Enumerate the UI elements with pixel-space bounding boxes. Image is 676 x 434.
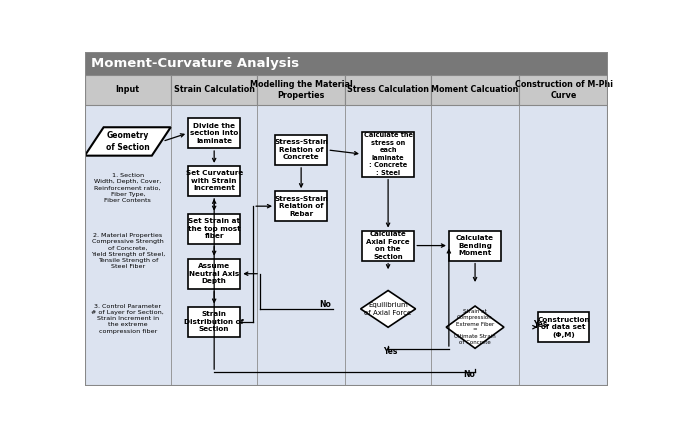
FancyBboxPatch shape	[362, 132, 414, 177]
FancyBboxPatch shape	[188, 259, 241, 289]
Text: Calculate
Axial Force
on the
Section: Calculate Axial Force on the Section	[366, 231, 410, 260]
Text: Moment Calcuation: Moment Calcuation	[431, 85, 518, 94]
FancyBboxPatch shape	[258, 105, 345, 386]
FancyBboxPatch shape	[275, 191, 327, 221]
FancyBboxPatch shape	[431, 75, 518, 105]
Text: Strain
Distribution of
Section: Strain Distribution of Section	[185, 311, 244, 332]
FancyBboxPatch shape	[258, 75, 345, 105]
FancyBboxPatch shape	[84, 75, 171, 105]
Text: Yes: Yes	[383, 347, 397, 356]
Text: Set Curvature
with Strain
Increment: Set Curvature with Strain Increment	[185, 171, 243, 191]
Polygon shape	[446, 306, 504, 349]
Text: Geometry
of Section: Geometry of Section	[106, 132, 149, 151]
FancyBboxPatch shape	[188, 214, 241, 244]
Text: No: No	[319, 300, 331, 309]
FancyBboxPatch shape	[84, 52, 608, 75]
FancyBboxPatch shape	[171, 75, 258, 105]
Text: Input: Input	[116, 85, 140, 94]
FancyBboxPatch shape	[362, 230, 414, 260]
Text: No: No	[463, 370, 475, 379]
Text: 1. Section
Width, Depth, Cover,
Reinforcement ratio,
 Fiber Type,
Fiber Contents: 1. Section Width, Depth, Cover, Reinforc…	[94, 173, 162, 203]
Text: Calculate the
stress on
each
laminate
: Concrete
: Steel: Calculate the stress on each laminate : …	[364, 132, 412, 176]
FancyBboxPatch shape	[345, 105, 431, 386]
Text: Assume
Neutral Axis
Depth: Assume Neutral Axis Depth	[189, 263, 239, 284]
FancyBboxPatch shape	[84, 105, 171, 386]
FancyBboxPatch shape	[171, 105, 258, 386]
Text: Stress-Strain
Relation of
Rebar: Stress-Strain Relation of Rebar	[274, 196, 328, 217]
Text: Divide the
section into
laminate: Divide the section into laminate	[190, 122, 239, 144]
Text: Moment-Curvature Analysis: Moment-Curvature Analysis	[91, 57, 299, 70]
Text: Stress-Strain
Relation of
Concrete: Stress-Strain Relation of Concrete	[274, 139, 328, 161]
Text: Strain at
Compression
Extreme Fiber
=
Ultimate Strain
of Concrete: Strain at Compression Extreme Fiber = Ul…	[454, 309, 496, 345]
FancyBboxPatch shape	[188, 306, 241, 337]
Text: Calculate
Bending
Moment: Calculate Bending Moment	[456, 235, 494, 256]
Text: 2. Material Properties
Compressive Strength
of Concrete,
Yield Strength of Steel: 2. Material Properties Compressive Stren…	[91, 233, 165, 269]
FancyBboxPatch shape	[518, 105, 608, 386]
FancyBboxPatch shape	[188, 166, 241, 196]
FancyBboxPatch shape	[449, 230, 502, 260]
FancyBboxPatch shape	[188, 118, 241, 148]
Text: Set Strain at
the top most
fiber: Set Strain at the top most fiber	[188, 218, 241, 239]
Text: 3. Control Parameter
# of Layer for Section,
Strain Increment in
the extreme
com: 3. Control Parameter # of Layer for Sect…	[91, 304, 164, 334]
FancyBboxPatch shape	[538, 312, 589, 342]
Text: Construction of M-Phi
Curve: Construction of M-Phi Curve	[514, 80, 612, 100]
Polygon shape	[84, 127, 170, 156]
FancyBboxPatch shape	[518, 75, 608, 105]
FancyBboxPatch shape	[431, 105, 518, 386]
Polygon shape	[360, 290, 416, 327]
FancyBboxPatch shape	[275, 135, 327, 165]
Text: Stress Calculation: Stress Calculation	[347, 85, 429, 94]
Text: Equilibrium
of Axial Force: Equilibrium of Axial Force	[364, 302, 412, 316]
Text: Modelling the Material
Properties: Modelling the Material Properties	[249, 80, 352, 100]
FancyBboxPatch shape	[345, 75, 431, 105]
Text: Yes: Yes	[533, 320, 548, 329]
Text: Strain Calculation: Strain Calculation	[174, 85, 255, 94]
Text: Construction
of data set
(Φ,M): Construction of data set (Φ,M)	[537, 317, 590, 338]
